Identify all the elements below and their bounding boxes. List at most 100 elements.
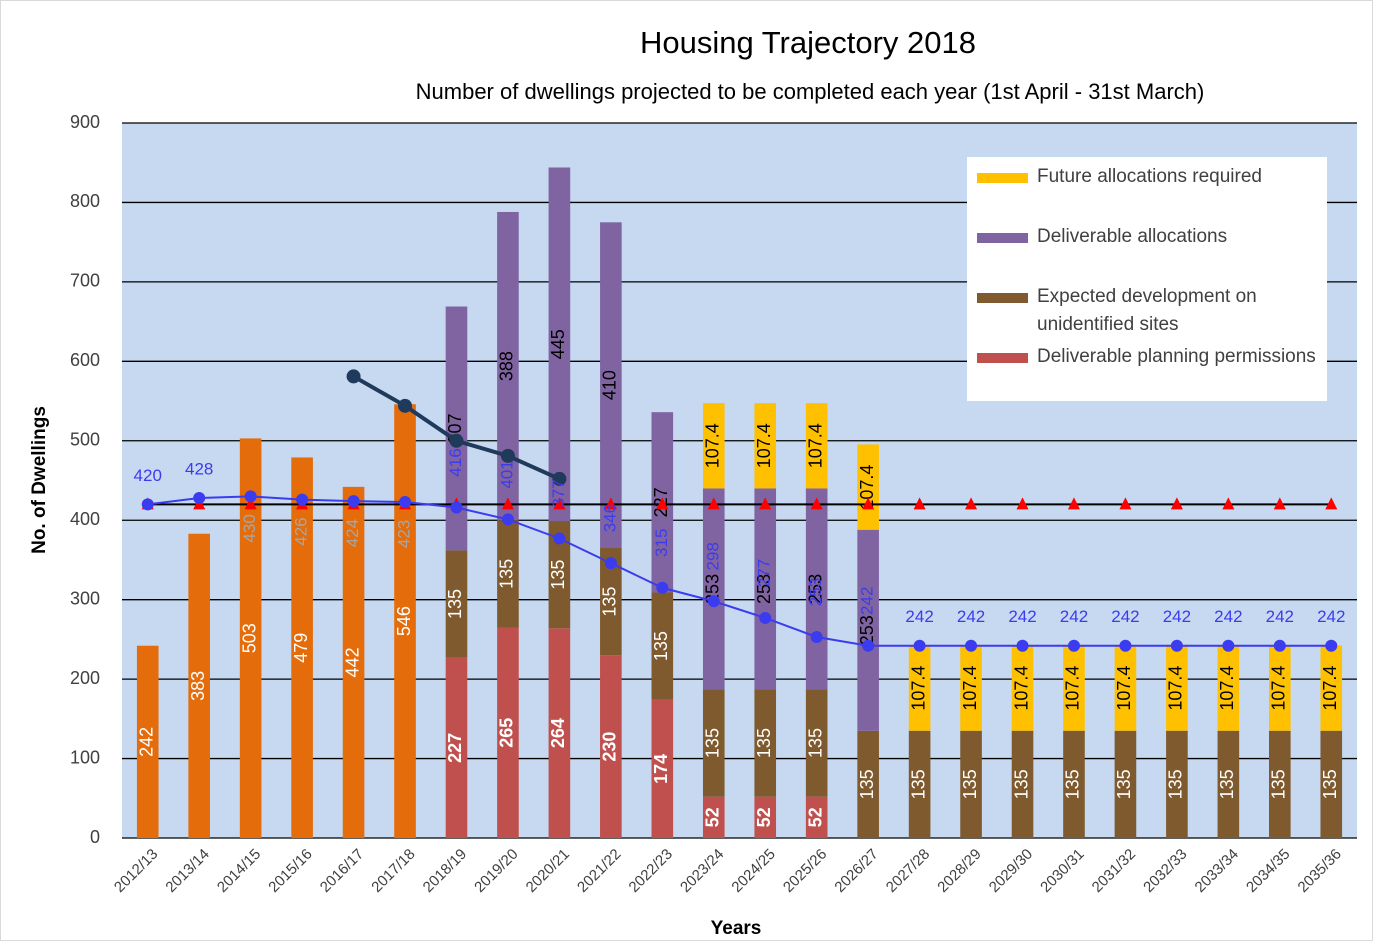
- line-value-label: 242: [1214, 607, 1242, 626]
- bar-value-label: 135: [1166, 769, 1186, 799]
- legend-entry: Deliverable allocations: [977, 223, 1317, 251]
- bar-value-label: 52: [754, 807, 774, 827]
- triangle-marker: [862, 497, 875, 510]
- bar-value-label: 107.4: [1166, 666, 1186, 711]
- bar-segment: [548, 628, 571, 838]
- bar-segment: [291, 457, 313, 838]
- bar-segment: [1011, 645, 1034, 731]
- bar-segment: [702, 488, 725, 690]
- bar-segment: [805, 796, 828, 838]
- bar-value-label: 135: [908, 769, 928, 799]
- bar-value-label: 135: [805, 728, 825, 758]
- bar-segment: [1063, 645, 1085, 731]
- bar-value-label: 135: [1114, 769, 1134, 799]
- bar-value-label: 135: [548, 560, 568, 590]
- line-marker: [398, 398, 413, 413]
- line-marker: [193, 491, 206, 504]
- bar-segment: [445, 657, 468, 838]
- legend-label: Deliverable planning permissions: [1037, 346, 1316, 367]
- bar-segment: [497, 627, 519, 838]
- bar-value-label: 135: [703, 728, 723, 758]
- line-marker: [1067, 639, 1080, 652]
- line-value-label: 253: [806, 578, 825, 606]
- line-value-label: 242: [957, 607, 985, 626]
- bar-value-label: 135: [1217, 769, 1237, 799]
- bar-value-label: 388: [497, 351, 517, 381]
- bar-segment: [548, 521, 571, 629]
- bar-value-label: 135: [445, 589, 465, 619]
- bar-segment: [136, 645, 159, 838]
- bar-value-label: 253: [754, 574, 774, 604]
- bar-segment: [600, 222, 622, 549]
- line-marker: [1222, 639, 1235, 652]
- legend-label: Deliverable allocations: [1037, 226, 1228, 247]
- triangle-marker: [656, 497, 669, 510]
- line-value-label: 423: [395, 520, 414, 548]
- line-series: [147, 495, 1332, 647]
- bar-value-label: 174: [651, 754, 671, 784]
- bar-value-label: 135: [600, 587, 620, 617]
- bar-segment: [908, 730, 931, 838]
- triangle-marker: [965, 497, 978, 510]
- bar-value-label: 410: [600, 370, 620, 400]
- bar-value-label: 479: [291, 633, 311, 663]
- bar-value-label: 52: [805, 807, 825, 827]
- y-tick-label: 600: [70, 350, 100, 370]
- bar-value-label: 107.4: [1011, 666, 1031, 711]
- bar-value-label: 135: [960, 769, 980, 799]
- bar-segment: [702, 403, 725, 489]
- bar-segment: [342, 486, 365, 838]
- bar-segment: [445, 550, 468, 658]
- triangle-marker: [1067, 497, 1080, 510]
- bar-segment: [702, 796, 725, 838]
- bar-segment: [857, 529, 879, 731]
- line-value-label: 242: [1163, 607, 1191, 626]
- line-value-label: 242: [1060, 607, 1088, 626]
- bar-value-label: 107.4: [805, 423, 825, 468]
- bar-value-label: 135: [1269, 769, 1289, 799]
- bar-segment: [651, 699, 674, 838]
- bar-value-label: 107.4: [1063, 666, 1083, 711]
- line-value-label: 424: [343, 519, 362, 547]
- line-marker: [296, 493, 309, 506]
- bar-value-label: 107.4: [1217, 666, 1237, 711]
- line-value-label: 242: [858, 587, 877, 615]
- bar-value-label: 135: [857, 769, 877, 799]
- legend-label: Expected development on unidentified sit…: [1037, 286, 1257, 335]
- bar-value-label: 135: [497, 559, 517, 589]
- bar-segment: [188, 533, 210, 838]
- bar-segment: [1269, 645, 1291, 731]
- bar-segment: [1114, 645, 1137, 731]
- line-marker: [759, 611, 772, 624]
- line-marker: [449, 433, 464, 448]
- legend-swatch: [977, 233, 1028, 243]
- bar-segment: [1063, 730, 1085, 838]
- line-value-label: 428: [185, 459, 213, 478]
- line-marker: [450, 501, 463, 514]
- bar-segment: [1011, 730, 1034, 838]
- line-marker: [913, 639, 926, 652]
- bar-value-label: 230: [600, 732, 620, 762]
- bar-value-label: 52: [703, 807, 723, 827]
- line-value-label: 426: [292, 517, 311, 545]
- line-value-label: 242: [1266, 607, 1294, 626]
- line-marker: [707, 595, 720, 608]
- bar-segment: [754, 403, 777, 489]
- bar-segment: [754, 689, 777, 797]
- line-marker: [656, 581, 669, 594]
- bar-value-label: 227: [445, 733, 465, 763]
- bar-value-label: 265: [497, 718, 517, 748]
- triangle-marker: [1016, 497, 1029, 510]
- line-marker: [1119, 639, 1132, 652]
- triangle-marker: [1325, 497, 1338, 510]
- bar-segment: [651, 592, 674, 700]
- bar-segment: [1166, 645, 1188, 731]
- line-marker: [1016, 639, 1029, 652]
- legend-entry: Deliverable planning permissions: [977, 343, 1317, 371]
- triangle-marker: [759, 497, 772, 510]
- line-marker: [810, 631, 823, 644]
- legend-entry: Future allocations required: [977, 163, 1317, 191]
- line-marker: [604, 557, 617, 570]
- bar-segment: [1114, 730, 1137, 838]
